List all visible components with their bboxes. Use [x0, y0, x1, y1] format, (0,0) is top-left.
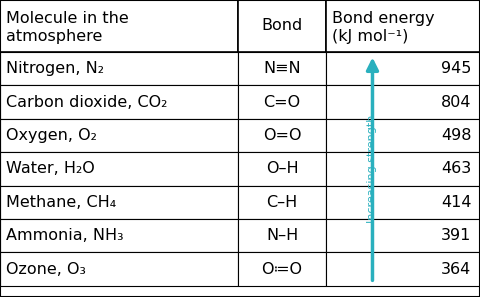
Bar — [326, 219, 480, 252]
Bar — [326, 0, 480, 52]
Bar — [326, 52, 480, 86]
Text: O=O: O=O — [263, 128, 301, 143]
Text: N–H: N–H — [266, 228, 298, 243]
Bar — [238, 252, 326, 286]
Bar — [238, 152, 326, 186]
Bar — [238, 186, 326, 219]
Text: 945: 945 — [441, 61, 471, 76]
Text: 498: 498 — [441, 128, 471, 143]
Text: Increasing strength: Increasing strength — [368, 115, 377, 223]
Bar — [326, 186, 480, 219]
Bar — [0, 86, 238, 119]
Bar — [326, 152, 480, 186]
Text: O≔O: O≔O — [262, 262, 302, 277]
Bar — [0, 252, 238, 286]
Text: C–H: C–H — [266, 195, 298, 210]
Text: N≡N: N≡N — [263, 61, 301, 76]
Text: Oxygen, O₂: Oxygen, O₂ — [6, 128, 96, 143]
Text: Methane, CH₄: Methane, CH₄ — [6, 195, 116, 210]
Bar — [326, 252, 480, 286]
Bar — [0, 52, 238, 86]
Text: O–H: O–H — [266, 161, 298, 176]
Bar — [238, 0, 326, 52]
Text: Molecule in the: Molecule in the — [6, 11, 129, 26]
Bar — [0, 219, 238, 252]
Bar — [238, 52, 326, 86]
Text: Nitrogen, N₂: Nitrogen, N₂ — [6, 61, 104, 76]
Text: 414: 414 — [441, 195, 471, 210]
Text: Ammonia, NH₃: Ammonia, NH₃ — [6, 228, 123, 243]
Text: Bond: Bond — [262, 18, 302, 34]
Text: 463: 463 — [441, 161, 471, 176]
Bar — [238, 219, 326, 252]
Bar — [0, 186, 238, 219]
Text: 804: 804 — [441, 94, 471, 110]
Bar — [326, 119, 480, 152]
Text: Carbon dioxide, CO₂: Carbon dioxide, CO₂ — [6, 94, 167, 110]
Bar — [0, 152, 238, 186]
Text: 391: 391 — [441, 228, 471, 243]
Text: Ozone, O₃: Ozone, O₃ — [6, 262, 86, 277]
Text: C=O: C=O — [264, 94, 300, 110]
Bar — [238, 86, 326, 119]
Text: atmosphere: atmosphere — [6, 29, 102, 44]
Text: Bond energy: Bond energy — [332, 11, 435, 26]
Bar — [0, 119, 238, 152]
Text: 364: 364 — [441, 262, 471, 277]
Bar — [326, 86, 480, 119]
Bar — [0, 0, 238, 52]
Bar — [238, 119, 326, 152]
Text: (kJ mol⁻¹): (kJ mol⁻¹) — [332, 29, 408, 44]
Text: Water, H₂O: Water, H₂O — [6, 161, 95, 176]
